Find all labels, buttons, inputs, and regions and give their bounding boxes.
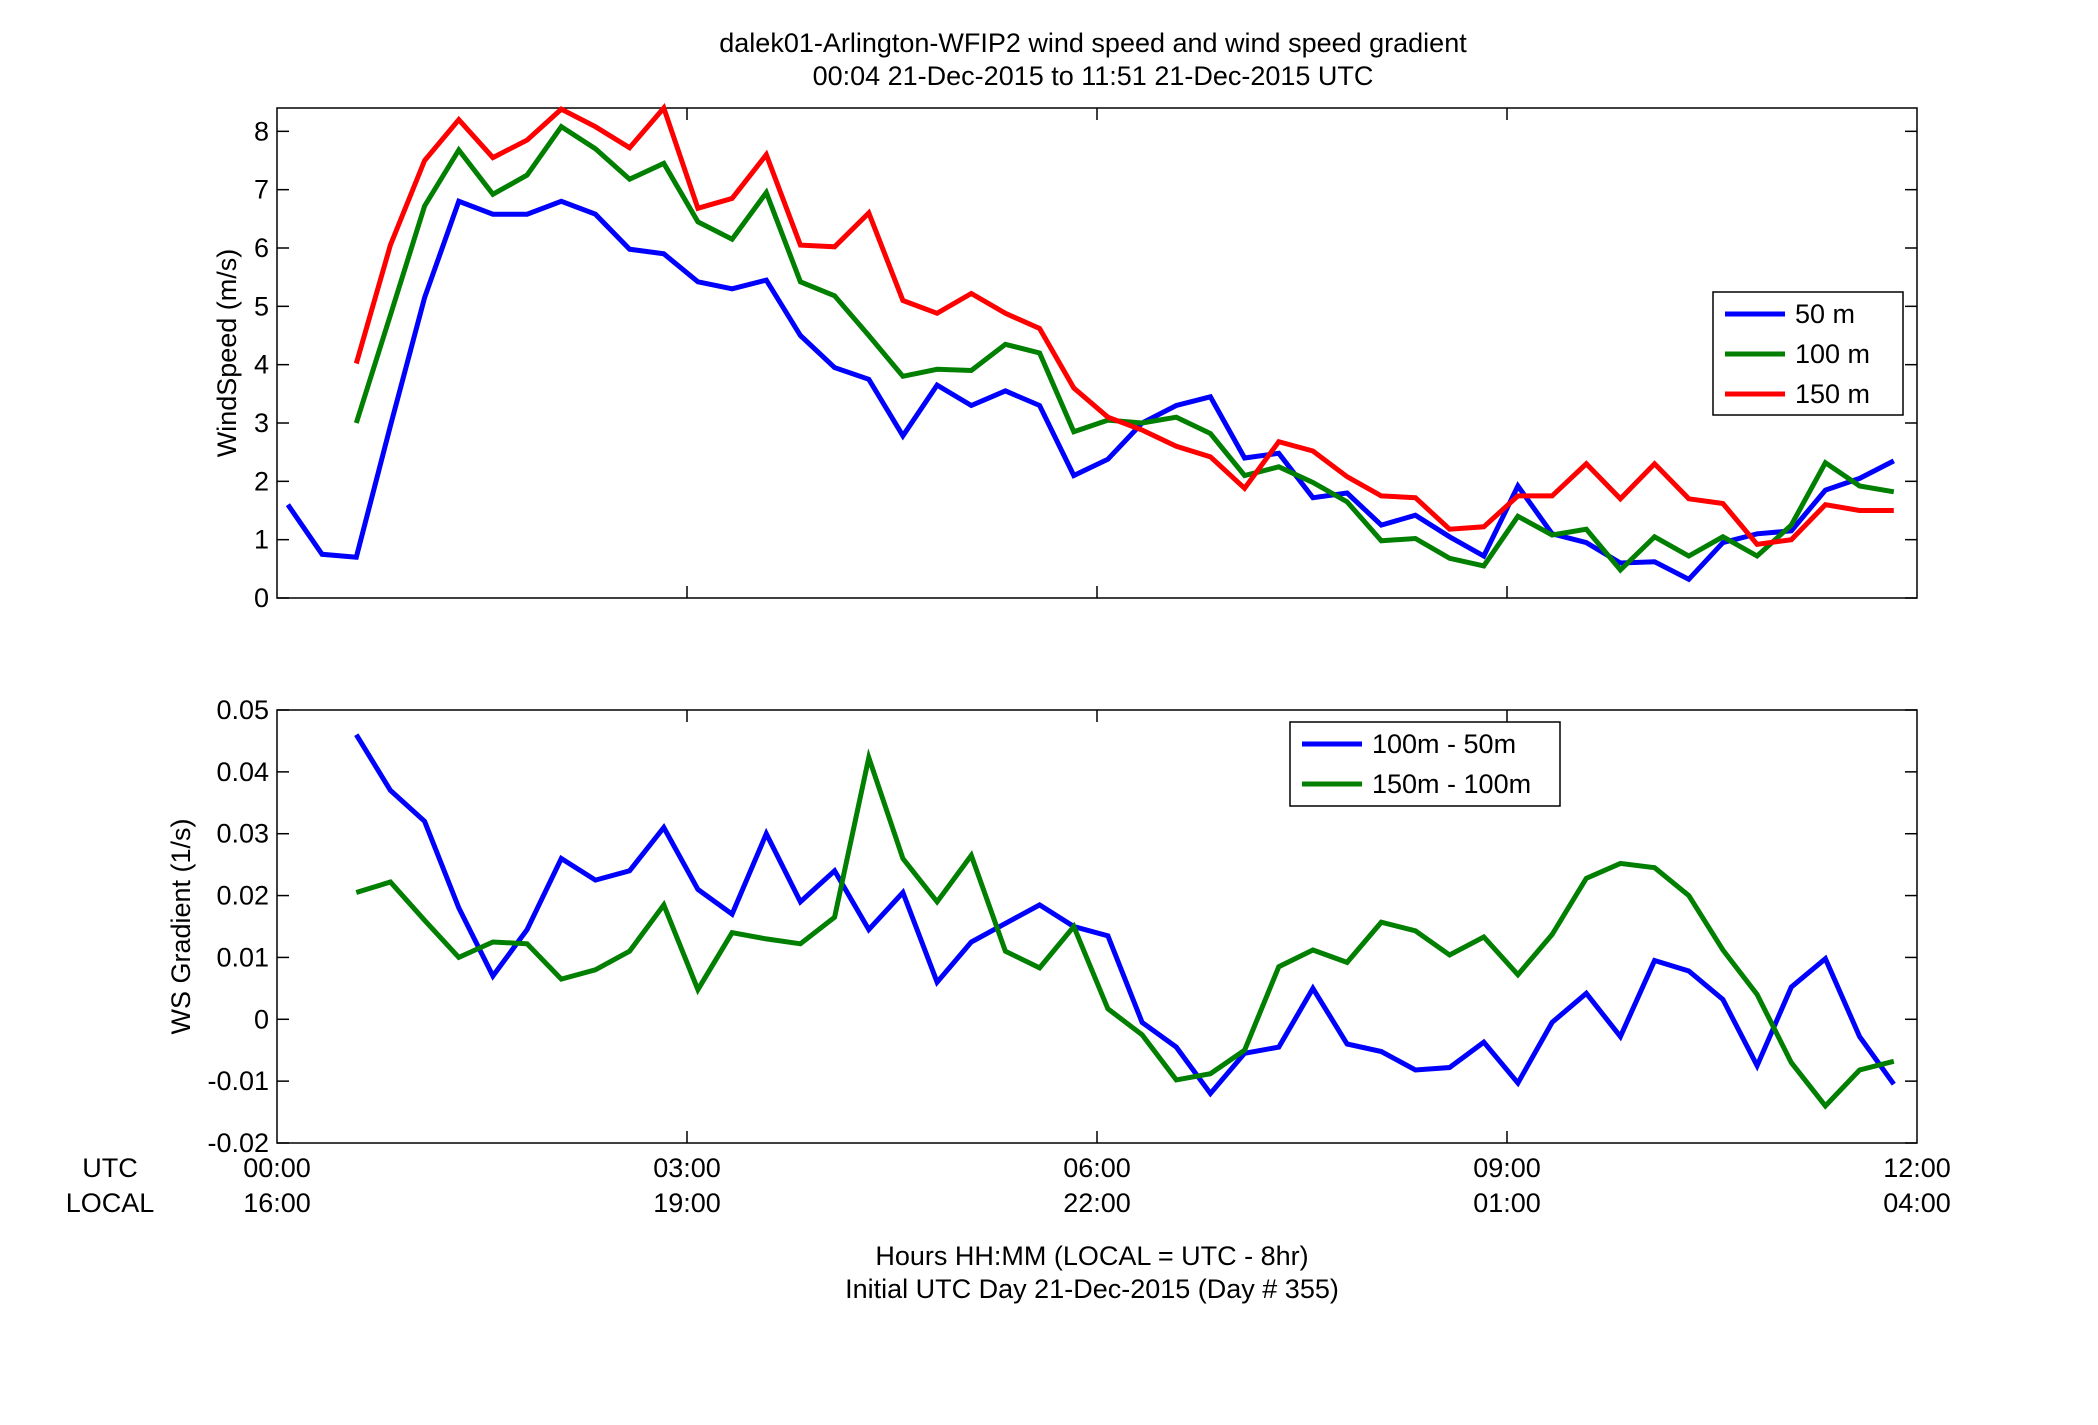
legend-label: 100 m [1795, 339, 1870, 369]
y-tick-label: -0.02 [207, 1128, 269, 1158]
legend-label: 100m - 50m [1372, 729, 1516, 759]
x-tick-label-local: 22:00 [1063, 1188, 1131, 1218]
y-tick-label: 5 [254, 291, 269, 321]
y-tick-label: 0.02 [216, 881, 269, 911]
plot-area [276, 107, 1918, 599]
y-tick-label: 7 [254, 175, 269, 205]
y-tick-label: 2 [254, 466, 269, 496]
y-tick-label: 3 [254, 408, 269, 438]
x-tick-label-utc: 12:00 [1883, 1153, 1951, 1183]
y-tick-label: 1 [254, 525, 269, 555]
plot-area [276, 709, 1918, 1144]
chart-title-line2: 00:04 21-Dec-2015 to 11:51 21-Dec-2015 U… [813, 61, 1374, 91]
chart-title-line1: dalek01-Arlington-WFIP2 wind speed and w… [719, 28, 1467, 58]
x-tick-label-utc: 09:00 [1473, 1153, 1541, 1183]
legend-box [1289, 721, 1561, 807]
x-axis-label-line1: Hours HH:MM (LOCAL = UTC - 8hr) [875, 1241, 1308, 1271]
y-tick-label: 8 [254, 116, 269, 146]
legend-label: 150m - 100m [1372, 769, 1531, 799]
series-line [354, 733, 1896, 1098]
y-tick-label: 4 [254, 350, 269, 380]
wind-speed-plot: 0 1 2 3 4 5 6 7 8 WindSpeed (m/s) 50 m 100 m 150 m [212, 103, 1918, 613]
x-tick-label-local: 01:00 [1473, 1188, 1541, 1218]
x-tick-label-local: 04:00 [1883, 1188, 1951, 1218]
x-tick-label-utc: 03:00 [653, 1153, 721, 1183]
y-tick-label: 0.03 [216, 819, 269, 849]
y-tick-label: 6 [254, 233, 269, 263]
y-tick-label: 0 [254, 583, 269, 613]
series-line [353, 103, 1894, 547]
gradient-plot: -0.02 -0.01 0 0.01 0.02 0.03 0.04 0.05 00:00 16:0… [166, 695, 1951, 1218]
series-line [355, 748, 1895, 1110]
y-tick-label: 0 [254, 1004, 269, 1034]
y-axis-label: WS Gradient (1/s) [166, 818, 196, 1034]
utc-row-label: UTC [82, 1153, 138, 1183]
x-tick-label-local: 19:00 [653, 1188, 721, 1218]
x-tick-label-utc: 06:00 [1063, 1153, 1131, 1183]
legend-label: 50 m [1795, 299, 1855, 329]
x-tick-label-local: 16:00 [243, 1188, 311, 1218]
y-tick-label: -0.01 [207, 1066, 269, 1096]
local-row-label: LOCAL [66, 1188, 155, 1218]
x-tick-label-utc: 00:00 [243, 1153, 311, 1183]
y-tick-label: 0.05 [216, 695, 269, 725]
y-tick-label: 0.01 [216, 942, 269, 972]
x-axis-label-line2: Initial UTC Day 21-Dec-2015 (Day # 355) [845, 1274, 1339, 1304]
legend-label: 150 m [1795, 379, 1870, 409]
y-tick-label: 0.04 [216, 757, 269, 787]
y-axis-label: WindSpeed (m/s) [212, 249, 242, 458]
